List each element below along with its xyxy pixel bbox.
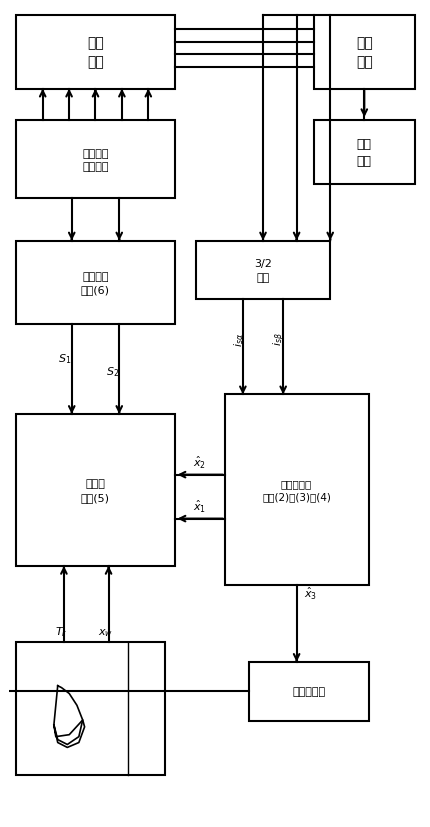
- Text: 分时观测器
公式(2)、(3)、(4): 分时观测器 公式(2)、(3)、(4): [261, 479, 330, 502]
- Bar: [16, 414, 174, 566]
- Text: $S_1$: $S_1$: [58, 351, 71, 366]
- Text: 感应
电机: 感应 电机: [355, 36, 372, 69]
- Text: 驱动
电器: 驱动 电器: [87, 36, 104, 69]
- Bar: [16, 121, 174, 199]
- Text: 滑模面
公式(5): 滑模面 公式(5): [81, 479, 110, 502]
- Text: $T_r$: $T_r$: [55, 624, 67, 638]
- Text: 3/2
变换: 3/2 变换: [254, 259, 271, 282]
- Text: $i_{s\beta}$: $i_{s\beta}$: [270, 332, 287, 346]
- Text: $\hat{x}_3$: $\hat{x}_3$: [304, 586, 317, 601]
- Text: 空间矢量
调制算法: 空间矢量 调制算法: [82, 148, 108, 171]
- Bar: [16, 643, 165, 775]
- Bar: [313, 121, 414, 184]
- Text: 负载
力矩: 负载 力矩: [356, 137, 371, 168]
- Bar: [248, 662, 368, 721]
- Bar: [313, 16, 414, 89]
- Bar: [16, 16, 174, 89]
- Text: 弱磁调节器: 弱磁调节器: [292, 686, 324, 696]
- Text: 定子电压
公式(6): 定子电压 公式(6): [81, 271, 110, 294]
- Text: $i_{s\alpha}$: $i_{s\alpha}$: [232, 332, 246, 347]
- Text: $x_w$: $x_w$: [98, 627, 113, 638]
- Bar: [224, 395, 368, 586]
- Bar: [16, 241, 174, 324]
- Bar: [195, 241, 329, 300]
- Text: $S_2$: $S_2$: [106, 365, 119, 378]
- Text: $\hat{x}_1$: $\hat{x}_1$: [193, 498, 206, 514]
- Text: $\hat{x}_2$: $\hat{x}_2$: [193, 454, 206, 470]
